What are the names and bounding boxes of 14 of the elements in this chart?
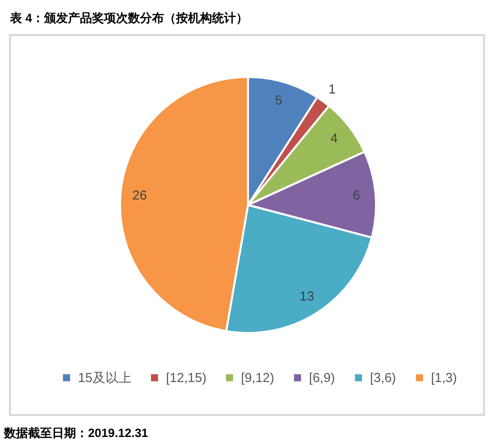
data-label: 4 xyxy=(330,130,338,146)
data-label: 5 xyxy=(275,92,282,108)
legend-label: [6,9) xyxy=(309,370,336,385)
legend-label: 15及以上 xyxy=(78,370,132,385)
data-label: 13 xyxy=(300,288,314,304)
text: 数据截至日期：2019.12.31 xyxy=(3,426,148,440)
legend-label: [1,3) xyxy=(431,370,458,385)
chart-title: 表 4：颁发产品奖项次数分布（按机构统计） xyxy=(9,11,248,25)
legend-label: [12,15) xyxy=(166,370,206,385)
legend-label: [9,12) xyxy=(241,370,274,385)
data-label: 26 xyxy=(132,188,147,203)
legend-label: [3,6) xyxy=(370,370,396,385)
data-label: 6 xyxy=(352,188,360,203)
data-label: 1 xyxy=(328,81,336,96)
